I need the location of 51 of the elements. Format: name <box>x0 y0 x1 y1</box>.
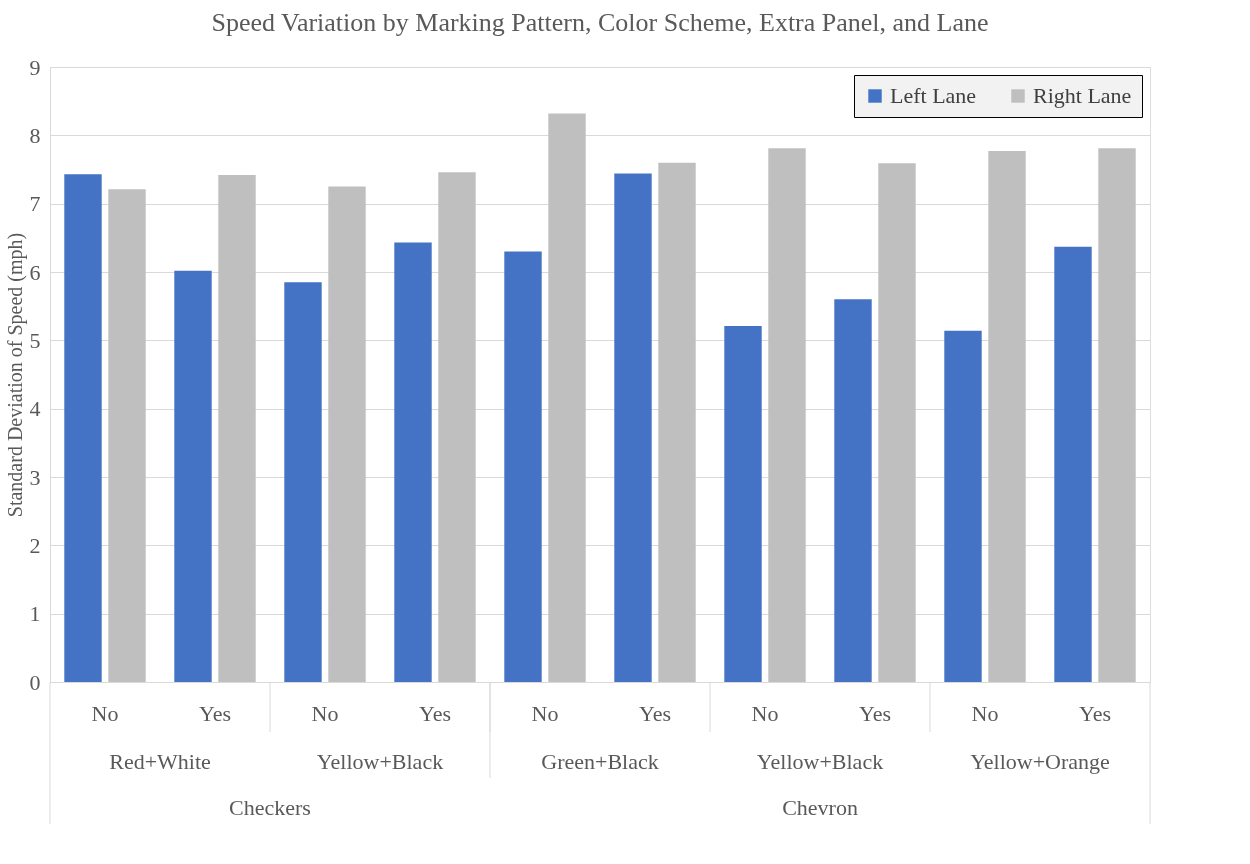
bar <box>724 325 762 682</box>
x-tick-label: No <box>311 701 339 726</box>
chart-title: Speed Variation by Marking Pattern, Color Scheme, Extra Panel, and Lane <box>211 8 989 37</box>
y-tick-label: 9 <box>29 54 41 80</box>
y-tick-label: 3 <box>29 464 41 490</box>
bar <box>658 162 696 682</box>
x-tick-label: No <box>751 701 779 726</box>
x-tick-label: Yes <box>638 701 672 726</box>
bar <box>988 151 1026 682</box>
bar <box>878 163 916 682</box>
text: Yellow+Black <box>756 749 884 774</box>
text: Yellow+Orange <box>970 749 1110 774</box>
legend-label: Right Lane <box>1033 83 1132 108</box>
bar <box>328 186 366 682</box>
bar <box>438 172 476 682</box>
bar <box>64 174 102 682</box>
x-tick-label: Yes <box>858 701 892 726</box>
y-tick-label: 1 <box>29 601 41 627</box>
y-axis-title: Standard Deviation of Speed (mph) <box>3 232 27 518</box>
bar <box>284 282 322 682</box>
bar <box>218 174 256 682</box>
bar <box>768 148 806 682</box>
bar <box>108 189 146 682</box>
bar <box>1098 148 1136 682</box>
x-tick-label: No <box>91 701 119 726</box>
bar <box>174 270 212 682</box>
legend-label: Left Lane <box>890 83 977 108</box>
bar <box>1054 246 1092 682</box>
x-tick-label: Yes <box>418 701 452 726</box>
x-tick-label: No <box>971 701 999 726</box>
x-tick-label: No <box>531 701 559 726</box>
y-tick-label: 6 <box>29 259 41 285</box>
bar <box>834 299 872 682</box>
y-tick-label: 2 <box>29 532 41 558</box>
bar <box>394 242 432 682</box>
y-tick-label: 4 <box>29 396 41 422</box>
x-tick-label: Yes <box>198 701 232 726</box>
bar <box>548 113 586 682</box>
text: Chevron <box>782 795 858 820</box>
y-tick-label: 0 <box>29 669 41 695</box>
text: Red+White <box>109 749 211 774</box>
bar <box>944 330 982 682</box>
text: Checkers <box>229 795 311 820</box>
y-tick-label: 8 <box>29 122 41 148</box>
x-tick-label: Yes <box>1078 701 1112 726</box>
y-tick-label: 7 <box>29 191 41 217</box>
y-tick-label: 5 <box>29 327 41 353</box>
text: Yellow+Black <box>316 749 444 774</box>
text: Green+Black <box>541 749 659 774</box>
bar <box>504 251 542 682</box>
bar <box>614 173 652 682</box>
